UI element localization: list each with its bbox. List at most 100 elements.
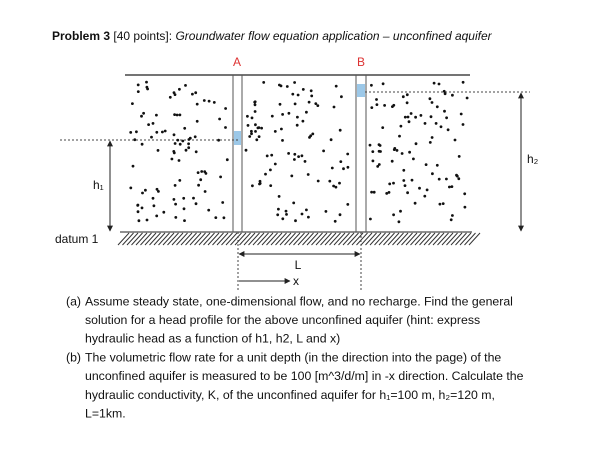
sediment-dot (161, 130, 164, 134)
sediment-dot (194, 91, 198, 95)
sediment-dot (207, 208, 211, 212)
hatch-line (405, 232, 418, 246)
sediment-dot (334, 84, 338, 88)
sediment-dot (338, 213, 342, 217)
sediment-dot (385, 192, 389, 195)
sediment-dot (376, 165, 380, 168)
datum-label: datum 1 (55, 232, 99, 246)
sediment-dot (442, 89, 446, 93)
sediment-dot (435, 163, 439, 167)
sediment-dot (409, 112, 413, 115)
hatch-line (257, 232, 269, 246)
sediment-dot (141, 191, 144, 195)
sediment-dot (461, 80, 465, 84)
sediment-dot (429, 115, 433, 119)
sediment-dot (445, 177, 448, 181)
sediment-dot (333, 219, 337, 223)
sediment-dot (178, 179, 182, 182)
hatch-line (270, 232, 283, 246)
sediment-dot (307, 215, 310, 219)
hatching (117, 232, 481, 246)
sediment-dot (340, 95, 343, 99)
hatch-line (311, 232, 323, 246)
sediment-dot (414, 115, 417, 119)
hatch-line (315, 232, 328, 246)
sediment-dot (131, 164, 135, 168)
sediment-dot (403, 184, 407, 188)
hatch-line (230, 232, 242, 246)
hatch-line (387, 232, 400, 246)
sediment-dot (437, 82, 441, 86)
sediment-dot (183, 126, 187, 130)
sediment-dot (152, 204, 156, 208)
sediment-dot (402, 168, 406, 172)
sediment-dot (277, 207, 280, 211)
sediment-dot (370, 83, 373, 87)
sediment-dot (332, 105, 336, 109)
sediment-dot (403, 115, 407, 119)
hatch-line (167, 232, 179, 246)
sediment-dot (178, 87, 181, 91)
sediment-dot (195, 119, 199, 123)
sediment-dot (287, 111, 291, 115)
sediment-dot (428, 141, 432, 144)
sediment-dot (397, 220, 401, 224)
sediment-dot (392, 213, 395, 217)
sediment-dot (419, 114, 423, 117)
sediment-dot (314, 102, 318, 105)
subject: Groundwater flow equation application – … (175, 29, 492, 43)
sediment-dot (145, 85, 149, 89)
sediment-dot (449, 218, 453, 222)
sediment-dot (133, 138, 137, 142)
sediment-dot (135, 130, 138, 134)
sediment-dot (435, 105, 439, 109)
sediment-dot (140, 142, 144, 146)
sediment-dot (151, 196, 155, 200)
hatch-line (149, 232, 161, 246)
sediment-dot (155, 113, 158, 117)
water-b (357, 84, 365, 97)
sediment-dot (253, 103, 257, 107)
question-line: hydraulic head as a function of h1, h2, … (85, 332, 340, 346)
sediment-dot (297, 155, 300, 159)
sediment-dot (140, 114, 143, 118)
sediment-dot (222, 216, 226, 220)
sediment-dot (329, 138, 333, 142)
sediment-dot (346, 203, 350, 206)
sediment-dot (151, 122, 155, 125)
sediment-dot (250, 132, 253, 136)
problem: Problem 3 (52, 29, 110, 43)
sediment-dot (407, 120, 411, 124)
hatch-line (212, 232, 224, 246)
hatch-line (369, 232, 382, 246)
sediment-dot (137, 219, 141, 223)
question-line: hydraulic conductivity, K, of the unconf… (85, 388, 495, 402)
hatch-line (347, 232, 359, 246)
sediment-dot (172, 198, 176, 201)
sediment-dot (387, 191, 391, 194)
sediment-dot (265, 154, 269, 158)
sediment-dot (182, 196, 186, 200)
hatch-line (207, 232, 220, 246)
sediment-dot (457, 177, 461, 181)
sediment-dot (176, 138, 180, 142)
sediment-dot (155, 187, 159, 191)
sediment-dot (290, 174, 294, 178)
sediment-dot (174, 216, 178, 219)
sediment-dot (172, 150, 176, 153)
sediment-dot (136, 90, 140, 93)
hatch-line (329, 232, 341, 246)
sediment-dot (413, 201, 417, 205)
sediment-dot (178, 142, 182, 146)
hatch-line (198, 232, 211, 246)
sediment-dot (437, 177, 441, 181)
sediment-dot (423, 122, 427, 125)
sediment-dot (193, 135, 197, 139)
hatch-line (189, 232, 202, 246)
hatch-line (194, 232, 206, 246)
hatch-line (320, 232, 332, 246)
sediment-dot (328, 179, 332, 183)
sediment-dot (457, 155, 461, 158)
sediment-dot (295, 123, 299, 127)
hatch-line (185, 232, 197, 246)
